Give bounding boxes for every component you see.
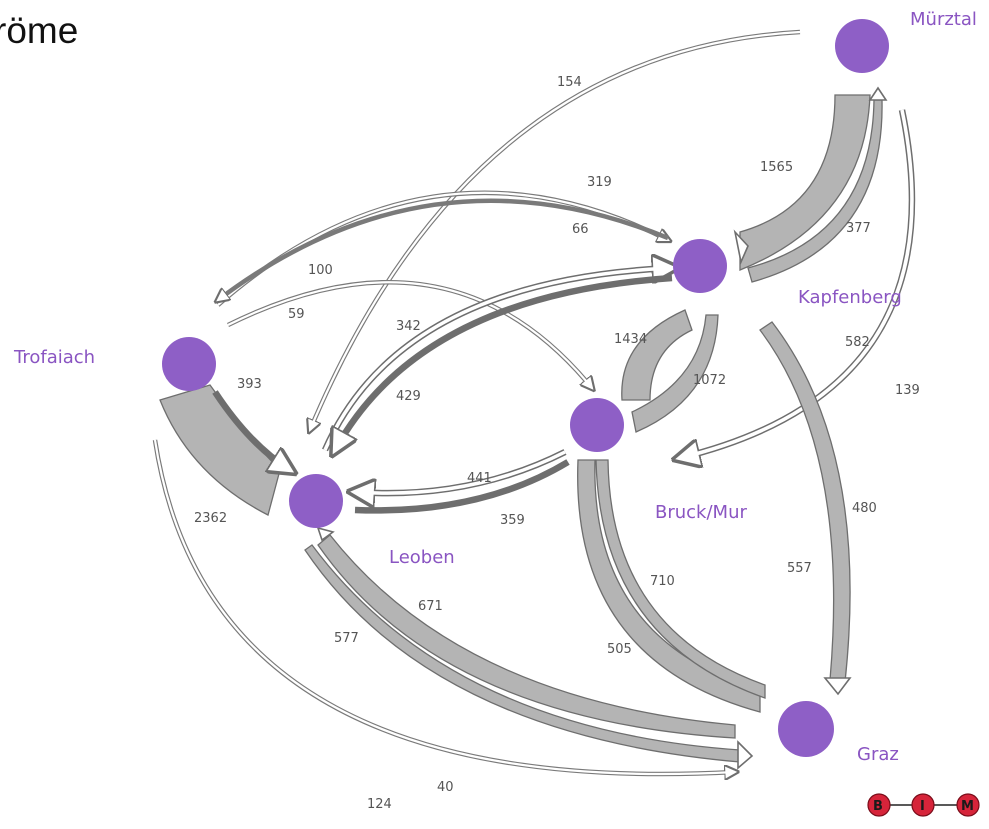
flow-label: 1434 [614,332,647,347]
flow-label: 2362 [194,511,227,526]
node-layer [162,19,889,757]
flow-label: 154 [557,75,582,90]
flow-label: 582 [845,335,870,350]
flow-arrowhead [823,677,852,696]
flow-line-inner [354,450,566,495]
city-label-kapfenberg: Kapfenberg [798,287,902,308]
flow-line-trofaiach-leoben [212,390,290,470]
city-label-muerztal: Mürztal [910,9,977,30]
logo-ball-b [867,793,891,817]
flow-line-inner [153,439,736,776]
flow-band-kapfenberg-bruck [631,314,719,433]
flow-band-graz-leoben [317,534,736,739]
node-trofaiach [162,337,216,391]
flow-label: 671 [418,599,443,614]
flow-band-muerztal-kapfenberg [739,94,871,271]
logo-ball-m [956,793,980,817]
flow-label: 441 [467,471,492,486]
flow-line-inner [323,266,673,451]
flow-label: 480 [852,501,877,516]
city-label-bruck: Bruck/Mur [655,502,747,523]
flow-labels: 1565 377 154 319 66 100 59 342 429 393 2… [194,75,920,812]
flow-label: 359 [500,513,525,528]
flow-label: 319 [587,175,612,190]
logo-letter-b: B [873,799,883,814]
flow-label: 393 [237,377,262,392]
flow-label: 710 [650,574,675,589]
flow-label: 1565 [760,160,793,175]
flow-label: 100 [308,263,333,278]
city-labels: Mürztal Kapfenberg Trofaiach Bruck/Mur L… [13,9,977,765]
flow-label: 1072 [693,373,726,388]
flow-label: 59 [288,307,305,322]
city-label-graz: Graz [857,744,899,765]
flow-layer [152,29,916,776]
flow-line-kapfenberg-leoben [335,274,673,450]
flow-band-graz-bruck [595,459,766,699]
flow-line-leoben-bruck [354,459,570,514]
logo-letter-i: I [920,799,925,814]
node-bruck [570,398,624,452]
logo-letter-m: M [961,799,974,814]
flow-label: 505 [607,642,632,657]
flow-label: 66 [572,222,589,237]
flow-line-inner [227,281,593,389]
flow-arrowhead [316,526,335,542]
flow-label: 342 [396,319,421,334]
node-leoben [289,474,343,528]
flow-label: 124 [367,797,392,812]
page-title: röme [0,10,79,51]
flow-label: 429 [396,389,421,404]
flow-arrowhead [733,229,749,265]
node-graz [778,701,834,757]
node-muerztal [835,19,889,73]
flow-band-kapfenberg-graz [759,321,851,683]
flow-arrowhead [737,740,754,770]
flow-line-kapfenberg-trofaiach [218,198,669,300]
flow-arrowhead [868,86,888,101]
flow-label: 40 [437,780,454,795]
bim-logo: B I M [867,793,980,817]
city-label-leoben: Leoben [389,547,455,568]
flow-label: 139 [895,383,920,398]
flow-label: 377 [846,221,871,236]
flow-label: 557 [787,561,812,576]
logo-ball-i [911,793,935,817]
flow-label: 577 [334,631,359,646]
flow-line-inner [308,30,801,431]
city-label-trofaiach: Trofaiach [13,347,95,368]
flow-band-bruck-kapfenberg [621,309,693,401]
flow-line-inner [679,109,914,460]
node-kapfenberg [673,239,727,293]
